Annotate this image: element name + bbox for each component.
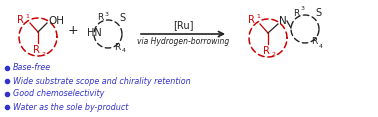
Text: R: R (263, 46, 270, 56)
Text: Wide substrate scope and chirality retention: Wide substrate scope and chirality reten… (13, 77, 191, 86)
Text: R: R (114, 42, 120, 51)
Text: S: S (315, 8, 321, 18)
Text: N: N (279, 16, 287, 26)
Text: 3: 3 (105, 11, 109, 16)
Text: R: R (248, 15, 254, 25)
Text: 2: 2 (271, 53, 275, 57)
Text: 1: 1 (256, 13, 260, 18)
Text: via Hydrogen-borrowing: via Hydrogen-borrowing (137, 38, 229, 46)
Text: Base-free: Base-free (13, 64, 51, 73)
Text: S: S (119, 13, 125, 23)
Text: 4: 4 (122, 49, 126, 53)
Text: R: R (293, 9, 299, 18)
Text: OH: OH (48, 16, 64, 26)
Text: 2: 2 (41, 51, 45, 57)
Text: R: R (97, 13, 103, 22)
Text: R: R (17, 15, 23, 25)
Text: Good chemoselectivity: Good chemoselectivity (13, 90, 104, 99)
Text: [Ru]: [Ru] (173, 20, 193, 30)
Text: 3: 3 (301, 7, 305, 11)
Text: R: R (33, 45, 39, 55)
Text: Water as the sole by-product: Water as the sole by-product (13, 102, 129, 112)
Text: HN: HN (87, 28, 101, 38)
Text: 1: 1 (25, 13, 29, 18)
Text: 4: 4 (319, 44, 323, 49)
Text: +: + (68, 24, 78, 38)
Text: R: R (311, 38, 317, 46)
